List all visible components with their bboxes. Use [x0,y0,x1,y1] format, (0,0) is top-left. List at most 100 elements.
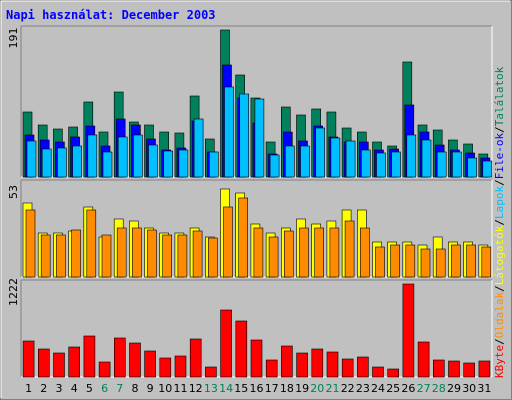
bar-pages-visits-látogatók-day-27 [420,248,431,278]
bar-hits-lapok-day-21 [330,137,341,178]
side-legend-item-8: File-ok [493,133,506,180]
bar-pages-visits-látogatók-day-25 [390,244,400,278]
x-tick-day-21: 21 [326,382,340,395]
x-tick-day-10: 10 [158,382,172,395]
side-legend-item-10: Találatok [493,66,506,126]
bar-pages-visits-látogatók-day-9 [147,229,157,278]
bar-pages-visits-látogatók-day-22 [344,220,355,278]
bar-kbyte-kbyte-day-23 [357,356,369,378]
x-tick-day-1: 1 [25,382,32,395]
bar-pages-visits-látogatók-day-28 [435,248,446,278]
bar-hits-lapok-day-11 [178,149,189,178]
x-tick-day-27: 27 [417,382,431,395]
bar-kbyte-kbyte-day-6 [98,361,111,378]
bar-pages-visits-látogatók-day-1 [25,209,36,278]
bar-pages-visits-látogatók-day-4 [71,229,81,278]
bar-hits-lapok-day-17 [269,154,280,178]
x-tick-day-14: 14 [219,382,233,395]
bar-pages-visits-látogatók-day-21 [329,227,340,278]
bar-hits-lapok-day-15 [239,93,249,178]
bar-pages-visits-látogatók-day-26 [405,244,416,278]
ymax-label-hits: 191 [7,28,20,49]
bar-kbyte-kbyte-day-11 [174,355,187,378]
bar-kbyte-kbyte-day-12 [189,338,202,378]
bar-pages-visits-látogatók-day-30 [466,244,476,278]
x-tick-day-16: 16 [250,382,264,395]
side-legend-item-4: Látogatók [493,225,506,285]
bar-kbyte-kbyte-day-27 [417,341,430,378]
bar-kbyte-kbyte-day-28 [432,359,445,378]
side-legend-item-0: KByte [493,345,506,378]
bar-hits-lapok-day-18 [284,145,295,178]
x-tick-day-11: 11 [174,382,188,395]
bar-hits-lapok-day-12 [193,118,204,178]
bar-hits-lapok-day-31 [482,160,493,178]
bar-pages-visits-látogatók-day-13 [208,237,218,278]
bar-pages-visits-látogatók-day-10 [162,234,172,278]
x-tick-day-2: 2 [40,382,47,395]
bar-pages-visits-látogatók-day-6 [101,234,112,278]
bar-hits-lapok-day-30 [467,157,477,178]
bar-kbyte-kbyte-day-9 [144,350,156,378]
bar-hits-lapok-day-28 [436,151,447,178]
bar-kbyte-kbyte-day-18 [281,345,293,378]
bar-pages-visits-látogatók-day-12 [192,230,203,278]
bar-kbyte-kbyte-day-25 [387,368,400,378]
bar-kbyte-kbyte-day-31 [478,360,491,378]
bar-pages-visits-látogatók-day-29 [451,244,461,278]
bar-hits-lapok-day-3 [57,147,67,178]
bar-kbyte-kbyte-day-16 [250,339,263,378]
bar-kbyte-kbyte-day-17 [265,359,278,378]
bar-kbyte-kbyte-day-19 [296,352,308,378]
bar-hits-lapok-day-2 [41,148,52,178]
x-tick-day-25: 25 [386,382,400,395]
x-tick-day-6: 6 [101,382,108,395]
bar-hits-lapok-day-16 [254,98,265,178]
bar-pages-visits-látogatók-day-8 [132,227,142,278]
x-tick-day-12: 12 [189,382,203,395]
bar-pages-visits-látogatók-day-16 [253,227,264,278]
bar-hits-lapok-day-25 [391,151,401,178]
x-tick-day-3: 3 [56,382,63,395]
bar-kbyte-kbyte-day-21 [326,351,339,378]
bar-kbyte-kbyte-day-4 [68,346,80,378]
bar-hits-lapok-day-26 [406,134,417,178]
side-legend-item-7: / [493,179,506,186]
x-tick-day-29: 29 [447,382,461,395]
bar-hits-lapok-day-4 [72,145,82,178]
bar-kbyte-kbyte-day-2 [37,348,50,378]
bar-hits-lapok-day-14 [224,86,234,178]
bar-hits-lapok-day-13 [209,151,219,178]
x-tick-day-5: 5 [86,382,93,395]
side-legend-item-9: / [493,126,506,133]
bar-kbyte-kbyte-day-29 [448,360,460,378]
bar-hits-lapok-day-27 [421,139,432,178]
side-legend: KByte/Oldalak/Látogatók/Lapok/File-ok/Ta… [493,66,506,378]
bar-pages-visits-látogatók-day-2 [40,234,51,278]
bar-pages-visits-látogatók-day-18 [283,230,294,278]
bar-kbyte-kbyte-day-22 [341,358,354,378]
bar-pages-visits-látogatók-day-14 [223,206,233,278]
bar-pages-visits-látogatók-day-11 [177,234,188,278]
bar-pages-visits-látogatók-day-23 [359,227,370,278]
bar-kbyte-kbyte-day-24 [372,366,384,378]
bar-hits-lapok-day-20 [315,127,326,178]
bar-kbyte-kbyte-day-7 [114,337,126,378]
x-tick-day-23: 23 [356,382,370,395]
bar-hits-lapok-day-24 [376,152,386,178]
x-tick-day-18: 18 [280,382,294,395]
bar-pages-visits-látogatók-day-17 [268,236,279,278]
x-tick-day-28: 28 [432,382,446,395]
x-tick-day-15: 15 [234,382,248,395]
bar-pages-visits-látogatók-day-3 [56,234,66,278]
bar-kbyte-kbyte-day-1 [22,340,35,378]
bar-kbyte-kbyte-day-15 [235,320,248,378]
bar-hits-lapok-day-1 [26,140,37,178]
x-tick-day-17: 17 [265,382,279,395]
bar-kbyte-kbyte-day-14 [220,309,232,378]
x-tick-day-19: 19 [295,382,309,395]
bar-kbyte-kbyte-day-3 [53,352,65,378]
side-legend-item-6: Lapok [493,186,506,219]
x-tick-day-8: 8 [132,382,139,395]
